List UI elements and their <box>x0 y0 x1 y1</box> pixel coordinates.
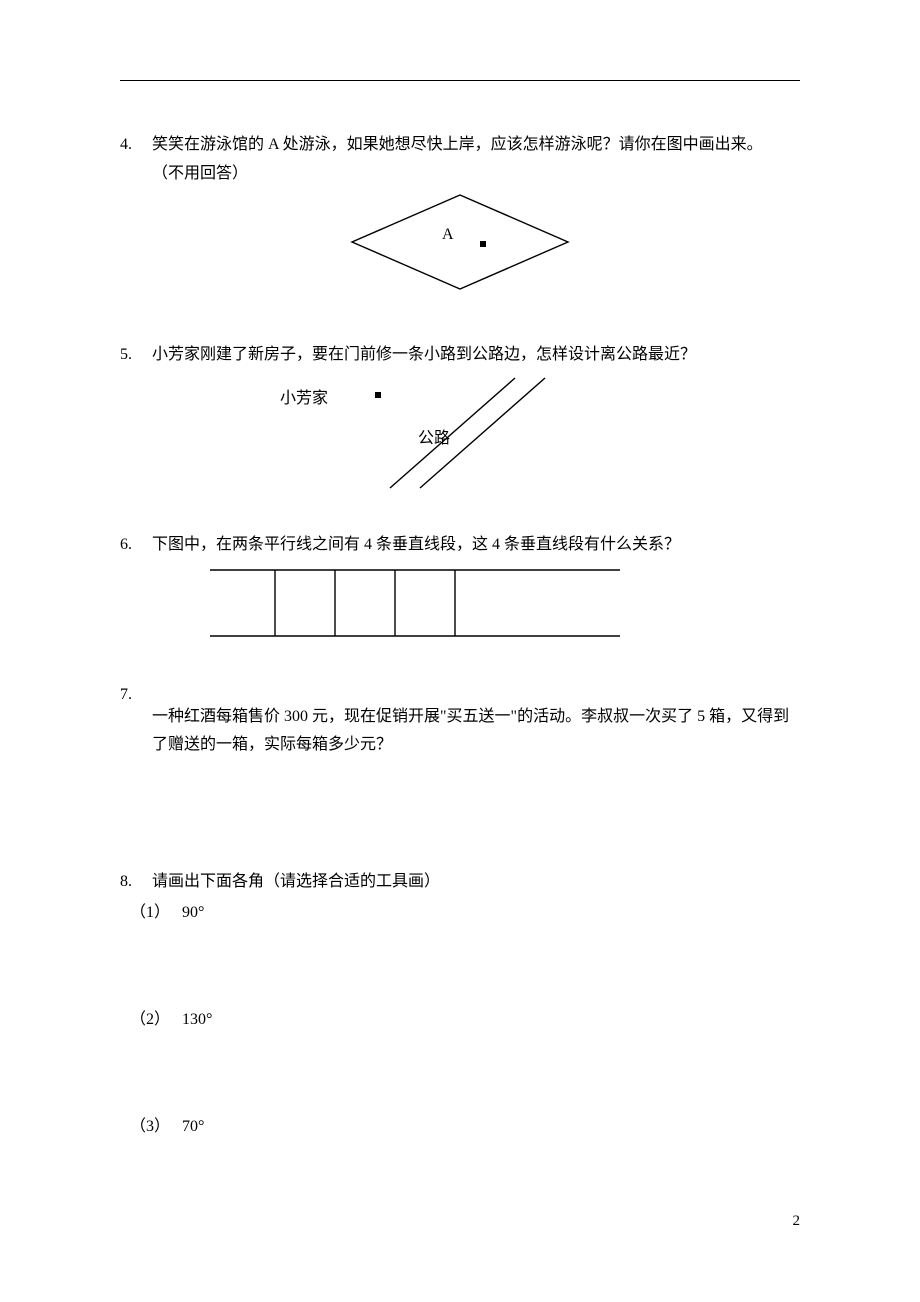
q5-road-line-1 <box>390 378 515 488</box>
q8-item-3-angle: 70° <box>182 1118 204 1135</box>
q8-item-3: （3） 70° <box>130 1113 800 1140</box>
q8-item-2-label: （2） <box>130 1011 170 1028</box>
question-5: 5. 小芳家刚建了新房子，要在门前修一条小路到公路边，怎样设计离公路最近？ 小芳… <box>120 341 800 507</box>
q8-item-2: （2） 130° <box>130 1006 800 1033</box>
q5-number: 5. <box>120 341 152 368</box>
q4-number: 4. <box>120 131 152 187</box>
q4-text: 笑笑在游泳馆的 A 处游泳，如果她想尽快上岸，应该怎样游泳呢？请你在图中画出来。 <box>152 136 763 153</box>
q6-diagram <box>180 558 860 657</box>
q4-note: （不用回答） <box>152 160 800 187</box>
q8-item-1-label: （1） <box>130 904 170 921</box>
q6-number: 6. <box>120 531 152 558</box>
q5-text: 小芳家刚建了新房子，要在门前修一条小路到公路边，怎样设计离公路最近？ <box>152 346 696 363</box>
q6-text: 下图中，在两条平行线之间有 4 条垂直线段，这 4 条垂直线段有什么关系？ <box>152 536 680 553</box>
q8-number: 8. <box>120 868 152 895</box>
q7-text: 一种红酒每箱售价 300 元，现在促销开展"买五送一"的活动。李叔叔一次买了 5… <box>152 708 789 752</box>
page-number: 2 <box>793 1213 801 1230</box>
q5-road-label: 公路 <box>418 429 450 447</box>
q7-number: 7. <box>120 681 152 757</box>
question-4: 4. 笑笑在游泳馆的 A 处游泳，如果她想尽快上岸，应该怎样游泳呢？请你在图中画… <box>120 131 800 317</box>
q8-item-3-label: （3） <box>130 1118 170 1135</box>
q4-point-dot <box>480 241 486 247</box>
q8-text: 请画出下面各角（请选择合适的工具画） <box>152 873 440 890</box>
question-8: 8.请画出下面各角（请选择合适的工具画） （1） 90° （2） 130° （3… <box>120 868 800 1141</box>
question-7: 7. 一种红酒每箱售价 300 元，现在促销开展"买五送一"的活动。李叔叔一次买… <box>120 681 800 757</box>
q8-item-2-angle: 130° <box>182 1011 212 1028</box>
q5-house-dot <box>375 392 381 398</box>
q4-label-A: A <box>442 226 454 243</box>
q5-house-label: 小芳家 <box>280 389 328 407</box>
question-6: 6. 下图中，在两条平行线之间有 4 条垂直线段，这 4 条垂直线段有什么关系？ <box>120 531 800 657</box>
q8-item-1: （1） 90° <box>130 899 800 926</box>
q8-item-1-angle: 90° <box>182 904 204 921</box>
top-horizontal-rule <box>120 80 800 81</box>
q5-diagram: 小芳家 公路 <box>120 368 800 507</box>
q4-diagram: A <box>120 187 800 316</box>
